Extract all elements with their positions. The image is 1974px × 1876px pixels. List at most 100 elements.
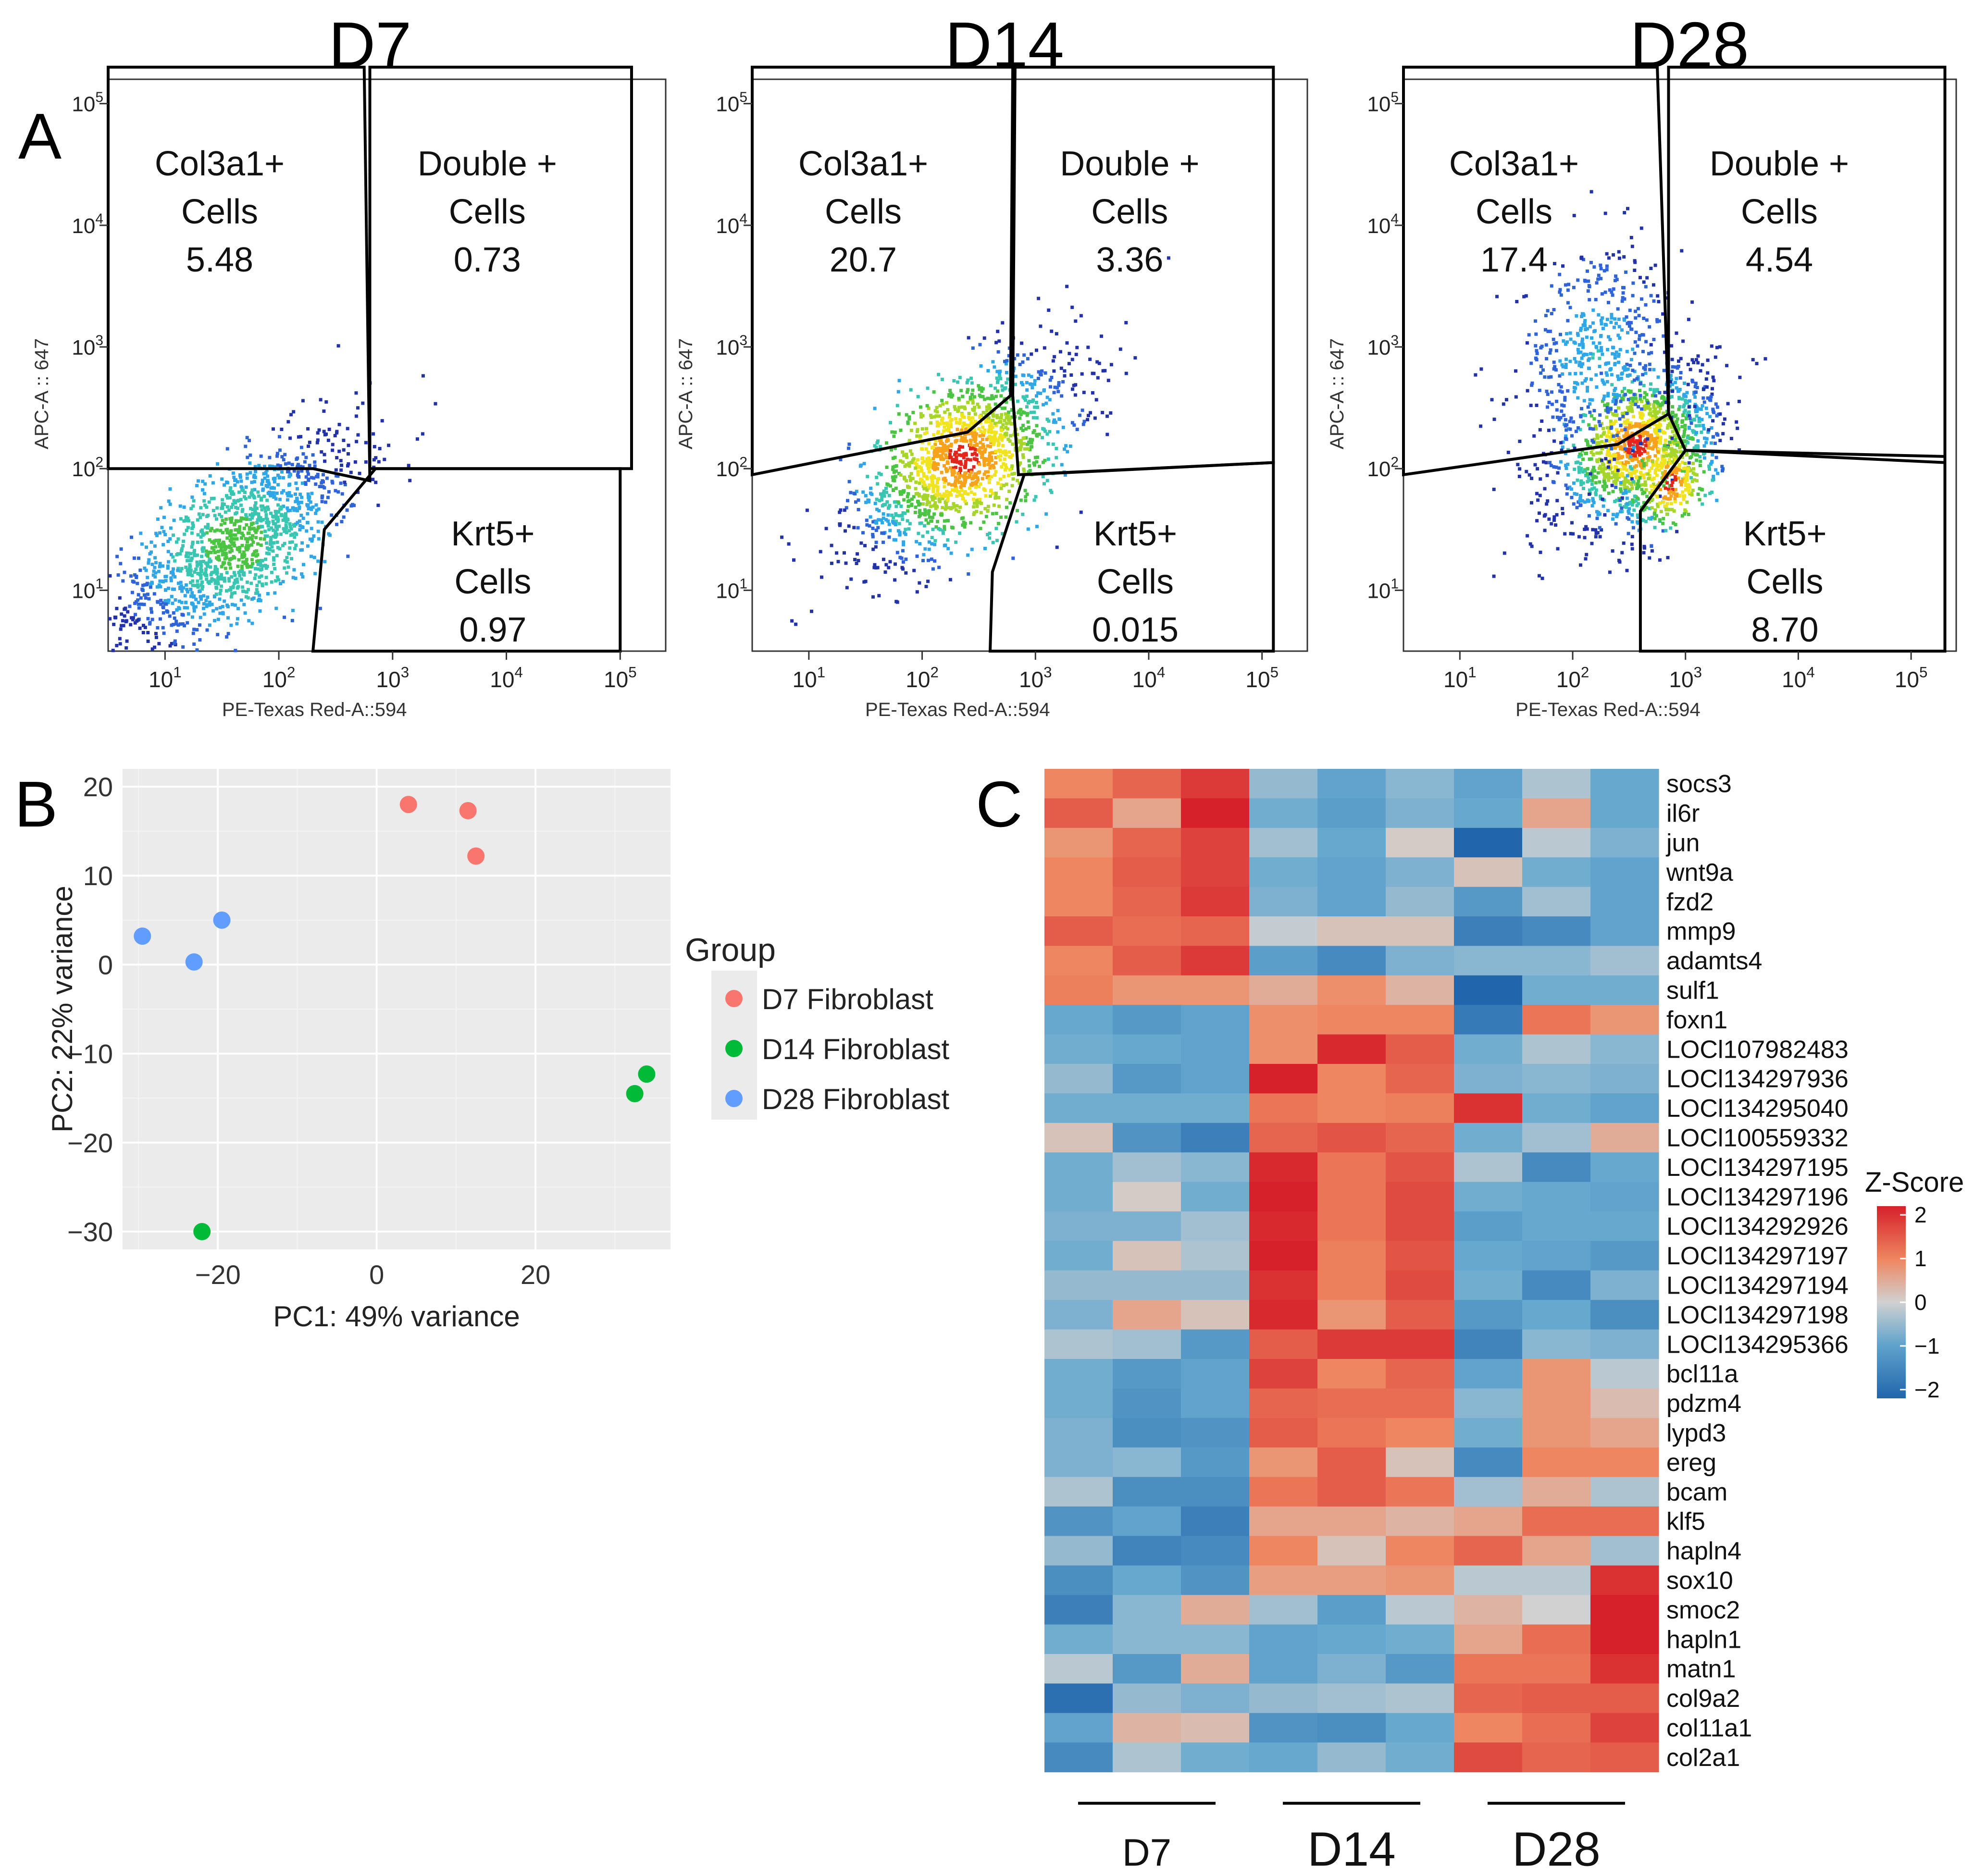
density-dot [325,476,329,480]
density-dot [935,424,939,428]
density-dot [1605,264,1609,268]
density-dot [1639,470,1642,474]
density-dot [873,407,877,410]
density-dot [434,402,437,406]
density-dot [858,464,862,468]
density-dot [1573,341,1577,345]
density-dot [1071,387,1074,391]
density-dot [1602,480,1606,483]
density-dot [1620,506,1624,510]
density-dot [892,489,895,492]
density-dot [186,551,190,555]
density-dot [1670,425,1674,429]
density-dot [907,415,911,419]
density-dot [1677,441,1681,444]
density-dot [254,536,258,540]
density-dot [1654,444,1658,448]
density-dot [1007,490,1011,493]
density-dot [256,567,260,571]
density-dot [919,412,923,416]
density-dot [950,483,954,487]
density-dot [988,451,992,455]
density-dot [1632,424,1636,428]
density-dot [340,492,344,496]
density-dot [213,581,217,585]
density-dot [245,548,248,552]
density-dot [1729,437,1733,441]
density-dot [1019,407,1023,411]
density-dot [1613,457,1616,461]
density-dot [1550,284,1553,288]
density-dot [293,531,297,535]
density-dot [820,575,823,579]
density-dot [1642,421,1646,424]
density-dot [219,588,223,592]
density-dot [830,543,833,547]
density-dot [927,467,930,470]
density-dot [998,374,1002,378]
density-dot [958,461,962,465]
density-dot [176,567,180,570]
density-dot [920,456,924,460]
density-dot [1017,439,1020,443]
density-dot [1662,450,1666,454]
density-dot [263,530,267,533]
density-dot [1653,517,1657,520]
density-dot [186,612,190,616]
density-dot [1676,424,1679,428]
density-dot [229,546,233,550]
density-dot [1674,488,1677,492]
density-dot [1664,442,1667,446]
density-dot [198,589,202,593]
density-dot [159,599,163,603]
density-dot [1693,385,1697,388]
density-dot [1651,437,1655,441]
density-dot [327,532,331,536]
density-dot [1674,478,1677,481]
density-dot [331,443,335,446]
pca-x-tick-label: 20 [521,1259,550,1290]
density-dot [1659,510,1663,513]
density-dot [149,585,152,589]
density-dot [1648,368,1652,371]
density-dot [1007,450,1011,454]
density-dot [1042,460,1045,464]
density-dot [269,494,273,498]
density-dot [131,616,135,620]
density-dot [307,495,310,499]
heatmap-cell [1113,887,1181,917]
density-dot [999,377,1003,381]
density-dot [1011,556,1015,560]
density-dot [855,490,858,494]
density-dot [1695,479,1699,482]
density-dot [265,521,269,524]
density-dot [1613,395,1617,398]
density-dot [1662,369,1666,372]
density-dot [1610,383,1614,387]
density-dot [1533,463,1537,467]
density-dot [924,509,928,513]
density-dot [280,428,284,431]
density-dot [1639,394,1642,397]
density-dot [866,475,869,479]
density-dot [276,483,280,487]
density-dot [1558,359,1562,363]
density-dot [162,516,166,519]
density-dot [887,566,891,569]
density-dot [1578,497,1582,501]
density-dot [1018,416,1022,420]
gate-label-cells: Cells [454,563,531,601]
density-dot [236,519,239,523]
density-dot [190,591,194,595]
density-dot [1035,424,1039,428]
density-dot [1550,312,1553,316]
density-dot [1618,473,1622,477]
density-dot [1713,355,1717,359]
density-dot [1605,373,1609,377]
density-dot [304,482,308,486]
density-dot [259,564,263,568]
density-dot [1725,364,1729,368]
density-dot [1628,401,1632,405]
density-dot [1711,478,1714,482]
density-dot [988,477,992,481]
